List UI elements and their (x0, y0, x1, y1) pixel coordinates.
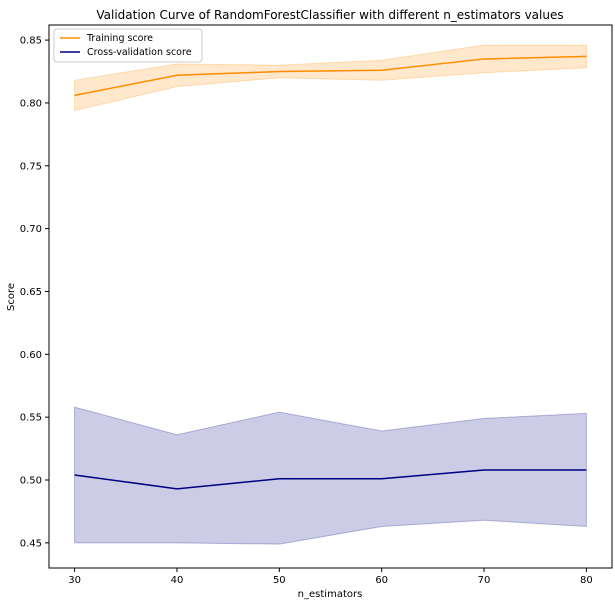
line-cross-validation-score (74, 469, 587, 490)
y-axis-label: Score (6, 283, 17, 311)
y-tick-label-0.45: 0.45 (20, 538, 42, 549)
plot-area-frame (48, 24, 613, 569)
y-tick-label-0.80: 0.80 (20, 98, 42, 109)
band-cross-validation-score (74, 406, 587, 545)
y-tick-label-0.65: 0.65 (20, 287, 42, 298)
x-axis-label: n_estimators (298, 589, 363, 600)
y-tick-label-0.60: 0.60 (20, 350, 42, 361)
y-tick-label-0.55: 0.55 (20, 413, 42, 424)
chart-title: Validation Curve of RandomForestClassifi… (96, 8, 563, 22)
legend-label-cross-validation: Cross-validation score (87, 47, 192, 58)
y-tick-label-0.75: 0.75 (20, 161, 42, 172)
y-tick-label-0.50: 0.50 (20, 476, 42, 487)
line-training-score (74, 55, 587, 97)
x-tick-label-30: 30 (68, 575, 81, 586)
legend-label-training: Training score (86, 33, 153, 44)
legend: Training score Cross-validation score (53, 28, 203, 63)
y-tick-label-0.85: 0.85 (20, 36, 42, 47)
x-tick-label-60: 60 (375, 575, 388, 586)
x-tick-label-40: 40 (171, 575, 184, 586)
x-tick-label-70: 70 (478, 575, 491, 586)
x-tick-label-50: 50 (273, 575, 286, 586)
x-tick-label-80: 80 (580, 575, 593, 586)
y-tick-label-0.70: 0.70 (20, 224, 42, 235)
legend-box (53, 28, 203, 63)
